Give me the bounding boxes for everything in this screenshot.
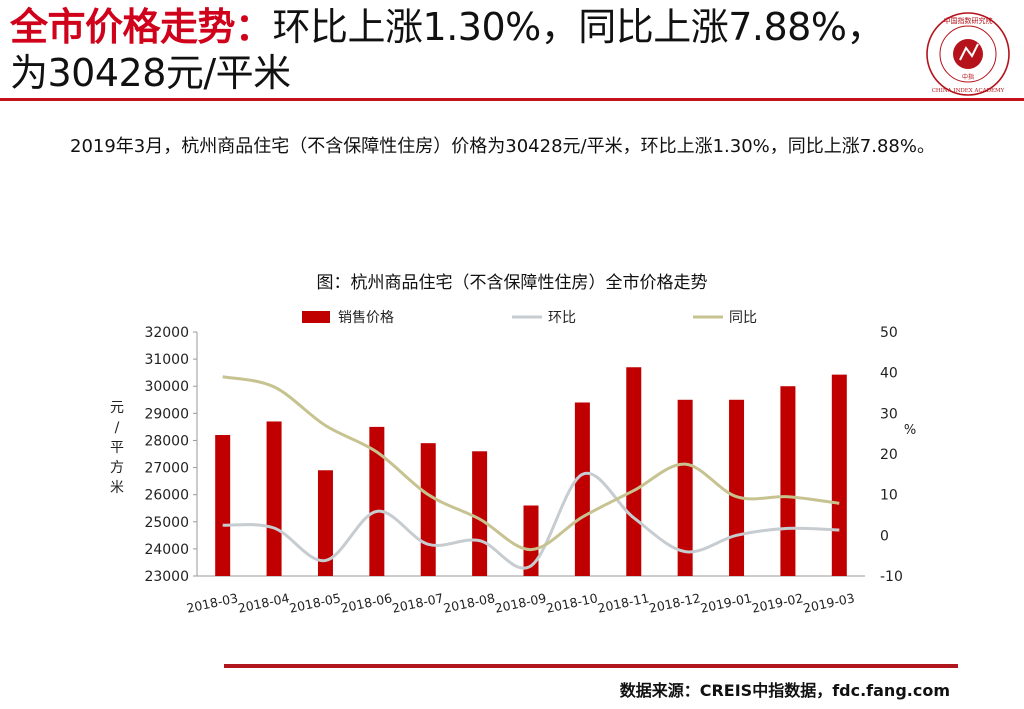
title-divider <box>0 98 1024 101</box>
y2-tick-label: -10 <box>880 569 903 585</box>
y-tick-label: 30000 <box>144 379 189 395</box>
line-环比 <box>222 471 840 570</box>
bar-2018-06 <box>369 426 385 576</box>
bar-2018-11 <box>626 367 642 576</box>
china-index-academy-seal-icon: 中国指数研究院 CHINA INDEX ACADEMY 中指 <box>926 12 1010 96</box>
y-tick-label: 27000 <box>144 461 189 477</box>
x-tick-label: 2018-05 <box>288 590 342 616</box>
bar-2018-03 <box>215 435 231 576</box>
y2-tick-label: 20 <box>880 447 898 463</box>
x-tick-label: 2018-10 <box>545 590 599 616</box>
legend-swatch <box>302 311 330 323</box>
line-同比 <box>222 375 840 552</box>
x-tick-label: 2019-03 <box>802 590 856 616</box>
y2-tick-label: 50 <box>880 325 898 341</box>
bar-2018-08 <box>472 451 488 576</box>
data-source: 数据来源：CREIS中指数据，fdc.fang.com <box>619 681 950 700</box>
logo-text-top: 中国指数研究院 <box>944 16 993 25</box>
x-tick-label: 2018-03 <box>185 590 239 616</box>
y2-tick-label: 10 <box>880 488 898 504</box>
legend-label: 销售价格 <box>338 310 394 326</box>
bar-2018-10 <box>574 402 590 576</box>
chart-title: 图：杭州商品住宅（不含保障性住房）全市价格走势 <box>316 273 708 293</box>
x-tick-label: 2019-01 <box>699 590 753 616</box>
y2-tick-label: 30 <box>880 406 898 422</box>
y-axis-label-char: 方 <box>110 460 124 476</box>
x-tick-label: 2019-02 <box>750 590 804 616</box>
x-tick-label: 2018-08 <box>442 590 496 616</box>
footer-divider <box>224 664 958 668</box>
x-tick-label: 2018-09 <box>493 590 547 616</box>
y2-axis-label: % <box>904 423 916 438</box>
bar-2019-01 <box>729 399 745 576</box>
bar-2019-03 <box>831 374 847 576</box>
x-tick-label: 2018-07 <box>391 590 445 616</box>
bar-2019-02 <box>780 386 796 576</box>
y-tick-label: 31000 <box>144 352 189 368</box>
page-title: 全市价格走势：环比上涨1.30%，同比上涨7.88%，为30428元/平米 <box>10 4 910 96</box>
x-tick-label: 2018-04 <box>236 590 290 616</box>
title-text: 环比上涨1.30%，同比上涨7.88%，为30428元/平米 <box>10 5 884 95</box>
title-highlight: 全市价格走势： <box>10 5 273 49</box>
y-axis-label-char: 元 <box>110 400 124 416</box>
y-axis-label-char: 米 <box>110 480 124 496</box>
bar-2018-04 <box>266 421 282 576</box>
y-tick-label: 24000 <box>144 542 189 558</box>
summary-paragraph: 2019年3月，杭州商品住宅（不含保障性住房）价格为30428元/平米，环比上涨… <box>70 136 935 157</box>
bar-2018-07 <box>420 443 436 576</box>
y-axis-label-char: / <box>115 420 120 436</box>
y2-tick-label: 40 <box>880 366 898 382</box>
x-tick-label: 2018-06 <box>339 590 393 616</box>
y-tick-label: 23000 <box>144 569 189 585</box>
y-tick-label: 28000 <box>144 433 189 449</box>
bar-2018-09 <box>523 505 539 576</box>
y-axis-label-char: 平 <box>110 440 124 456</box>
y-tick-label: 25000 <box>144 515 189 531</box>
logo-text-bottom: CHINA INDEX ACADEMY <box>932 88 1005 94</box>
legend-label: 同比 <box>729 310 757 326</box>
x-tick-label: 2018-12 <box>648 590 702 616</box>
legend-label: 环比 <box>548 310 576 326</box>
bar-2018-05 <box>317 470 333 576</box>
bar-2018-12 <box>677 399 693 576</box>
y-tick-label: 26000 <box>144 488 189 504</box>
y-tick-label: 32000 <box>144 325 189 341</box>
y2-tick-label: 0 <box>880 528 889 544</box>
logo-center-text: 中指 <box>962 73 974 81</box>
y-tick-label: 29000 <box>144 406 189 422</box>
x-tick-label: 2018-11 <box>596 590 650 616</box>
